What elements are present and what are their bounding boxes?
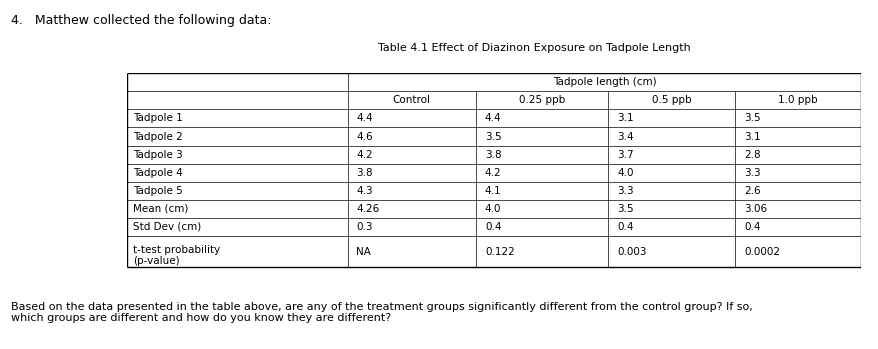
Text: Tadpole 2: Tadpole 2 xyxy=(133,132,183,142)
Text: 4.   Matthew collected the following data:: 4. Matthew collected the following data: xyxy=(11,14,270,27)
Text: 3.5: 3.5 xyxy=(485,132,501,142)
Text: 4.1: 4.1 xyxy=(485,186,501,196)
Text: 4.4: 4.4 xyxy=(356,113,372,124)
Text: 3.5: 3.5 xyxy=(616,204,633,214)
Text: Tadpole 4: Tadpole 4 xyxy=(133,168,183,178)
Text: 3.1: 3.1 xyxy=(743,132,759,142)
Text: 0.122: 0.122 xyxy=(485,247,514,257)
Text: 2.8: 2.8 xyxy=(743,150,759,159)
Text: 4.4: 4.4 xyxy=(485,113,501,124)
Text: 3.5: 3.5 xyxy=(743,113,759,124)
Text: 0.003: 0.003 xyxy=(616,247,646,257)
Text: 4.2: 4.2 xyxy=(485,168,501,178)
Text: 0.4: 0.4 xyxy=(743,222,759,232)
Text: Mean (cm): Mean (cm) xyxy=(133,204,189,214)
Text: 3.3: 3.3 xyxy=(616,186,633,196)
Text: t-test probability
(p-value): t-test probability (p-value) xyxy=(133,245,220,266)
Text: 4.2: 4.2 xyxy=(356,150,372,159)
Text: Tadpole 3: Tadpole 3 xyxy=(133,150,183,159)
Text: 3.8: 3.8 xyxy=(485,150,501,159)
Text: 3.8: 3.8 xyxy=(356,168,372,178)
Text: 4.3: 4.3 xyxy=(356,186,372,196)
Text: 0.4: 0.4 xyxy=(485,222,500,232)
Text: Std Dev (cm): Std Dev (cm) xyxy=(133,222,201,232)
Text: 4.0: 4.0 xyxy=(616,168,633,178)
Text: 2.6: 2.6 xyxy=(743,186,759,196)
Text: Tadpole 5: Tadpole 5 xyxy=(133,186,183,196)
Text: Based on the data presented in the table above, are any of the treatment groups : Based on the data presented in the table… xyxy=(11,302,752,324)
Text: Tadpole length (cm): Tadpole length (cm) xyxy=(552,77,656,87)
Text: 0.5 ppb: 0.5 ppb xyxy=(651,95,691,105)
Text: 1.0 ppb: 1.0 ppb xyxy=(778,95,817,105)
Text: 4.0: 4.0 xyxy=(485,204,500,214)
Text: Table 4.1 Effect of Diazinon Exposure on Tadpole Length: Table 4.1 Effect of Diazinon Exposure on… xyxy=(378,43,690,52)
Text: 0.3: 0.3 xyxy=(356,222,372,232)
Text: 3.3: 3.3 xyxy=(743,168,759,178)
Text: 0.4: 0.4 xyxy=(616,222,633,232)
Text: 3.4: 3.4 xyxy=(616,132,633,142)
Text: Control: Control xyxy=(392,95,430,105)
Text: Tadpole 1: Tadpole 1 xyxy=(133,113,183,124)
Text: 4.6: 4.6 xyxy=(356,132,372,142)
Text: 0.25 ppb: 0.25 ppb xyxy=(518,95,565,105)
Text: 0.0002: 0.0002 xyxy=(743,247,779,257)
Text: 3.1: 3.1 xyxy=(616,113,633,124)
Text: 3.06: 3.06 xyxy=(743,204,766,214)
Text: NA: NA xyxy=(356,247,371,257)
Text: 3.7: 3.7 xyxy=(616,150,633,159)
Text: 4.26: 4.26 xyxy=(356,204,379,214)
